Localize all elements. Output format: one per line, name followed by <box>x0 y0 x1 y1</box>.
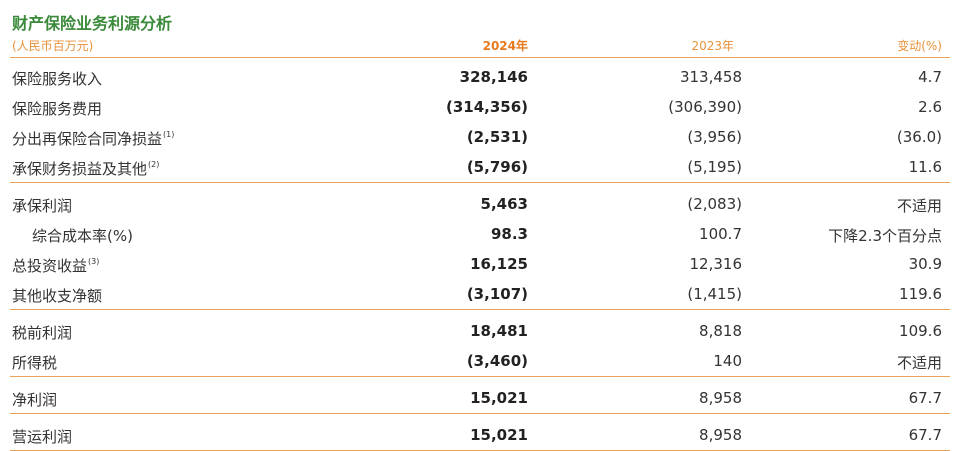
label-text: 承保财务损益及其他 <box>12 160 148 178</box>
value-2023: 12,316 <box>689 255 743 273</box>
value-2024: 16,125 <box>470 255 528 273</box>
value-2023: 100.7 <box>699 225 742 243</box>
value-change: 30.9 <box>908 255 942 273</box>
group-rule <box>10 182 950 183</box>
row-label: 所得税 <box>12 352 57 373</box>
row-label: 综合成本率(%) <box>32 225 133 246</box>
value-change: 67.7 <box>908 426 942 444</box>
label-text: 保险服务费用 <box>12 100 103 118</box>
row-label: 承保利润 <box>12 195 72 216</box>
value-2023: 140 <box>713 352 742 370</box>
value-change: 109.6 <box>899 322 942 340</box>
row-label: 保险服务收入 <box>12 68 102 89</box>
value-2024: 328,146 <box>459 68 528 86</box>
label-text: 税前利润 <box>12 324 73 342</box>
row-label: 保险服务费用 <box>12 98 102 119</box>
value-2024: 5,463 <box>480 195 528 213</box>
title: 财产保险业务利源分析 <box>12 14 173 33</box>
row-label: 税前利润 <box>12 322 72 343</box>
header-current: 2024年 <box>482 39 528 53</box>
label-text: 承保利润 <box>12 197 73 215</box>
row-label: 其他收支净额 <box>12 285 102 306</box>
row-label: 总投资收益(3) <box>12 255 99 276</box>
row-label: 承保财务损益及其他(2) <box>12 158 159 179</box>
value-2024: 15,021 <box>470 426 528 444</box>
value-2023: (306,390) <box>668 98 742 116</box>
row-label: 分出再保险合同净损益(1) <box>12 128 174 149</box>
value-2024: 98.3 <box>490 225 528 243</box>
row-label: 净利润 <box>12 389 57 410</box>
label-text: 分出再保险合同净损益 <box>12 130 163 148</box>
row-label: 营运利润 <box>12 426 72 447</box>
label-text: 综合成本率(%) <box>32 227 133 245</box>
value-change: 4.7 <box>918 68 942 86</box>
value-2024: 18,481 <box>470 322 528 340</box>
header-previous: 2023年 <box>691 39 734 53</box>
value-2024: (3,460) <box>466 352 528 370</box>
value-change: 11.6 <box>908 158 942 176</box>
value-2023: 313,458 <box>679 68 742 86</box>
value-2023: 8,818 <box>699 322 742 340</box>
footnote-mark: (1) <box>163 130 175 139</box>
value-change: 下降2.3个百分点 <box>828 227 942 245</box>
label-text: 营运利润 <box>12 428 73 446</box>
group-rule <box>10 376 950 377</box>
value-2024: 15,021 <box>470 389 528 407</box>
label-text: 保险服务收入 <box>12 70 103 88</box>
value-2023: 8,958 <box>699 426 742 444</box>
header-rule <box>10 57 950 58</box>
value-2023: 8,958 <box>699 389 742 407</box>
value-change: 不适用 <box>896 354 942 372</box>
label-text: 总投资收益 <box>12 257 88 275</box>
footnote-mark: (3) <box>88 257 100 266</box>
value-2024: (2,531) <box>466 128 528 146</box>
label-text: 所得税 <box>12 354 58 372</box>
value-2023: (1,415) <box>687 285 742 303</box>
value-change: 不适用 <box>896 197 942 215</box>
value-change: 67.7 <box>908 389 942 407</box>
label-text: 其他收支净额 <box>12 287 103 305</box>
value-2024: (314,356) <box>445 98 528 116</box>
label-text: 净利润 <box>12 391 58 409</box>
value-2024: (5,796) <box>466 158 528 176</box>
header-change: 变动(%) <box>897 39 942 53</box>
value-2024: (3,107) <box>466 285 528 303</box>
value-2023: (2,083) <box>687 195 742 213</box>
value-2023: (3,956) <box>687 128 742 146</box>
footnote-mark: (2) <box>148 160 160 169</box>
value-change: 119.6 <box>899 285 942 303</box>
value-change: (36.0) <box>896 128 942 146</box>
group-rule <box>10 309 950 310</box>
value-2023: (5,195) <box>687 158 742 176</box>
value-change: 2.6 <box>918 98 942 116</box>
unit: (人民币百万元) <box>12 39 94 53</box>
group-rule <box>10 413 950 414</box>
